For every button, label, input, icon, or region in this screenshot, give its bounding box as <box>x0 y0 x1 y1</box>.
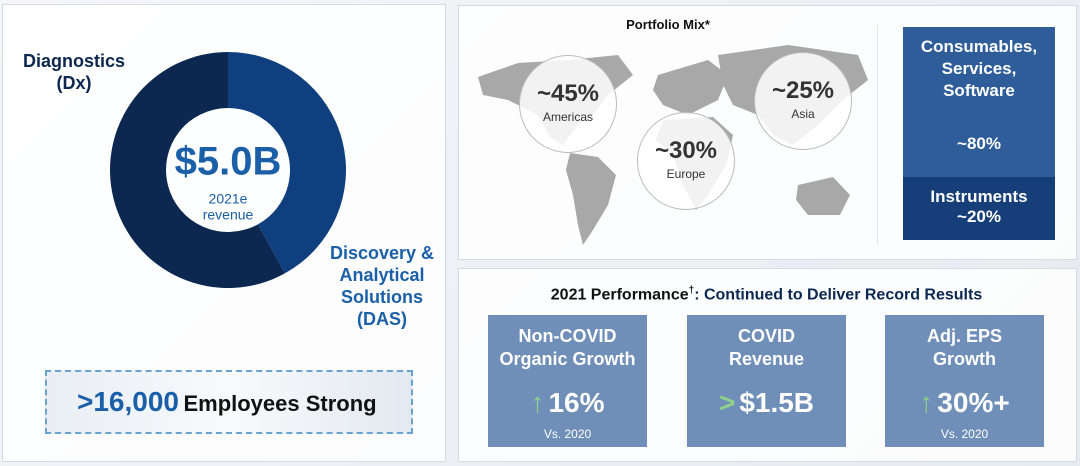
segment-label: (Dx) <box>57 73 92 93</box>
region-name: Asia <box>791 107 815 121</box>
region-share: ~25% <box>771 77 835 104</box>
card-prefix: ↑ <box>919 387 934 418</box>
donut-segment <box>109 52 285 288</box>
region-bubble: ~25% Asia <box>754 52 852 150</box>
card-value: ↑ 30%+ <box>885 387 1044 419</box>
card-title: COVID Revenue <box>687 325 846 371</box>
center-label: revenue <box>203 207 254 223</box>
card-value-text: $1.5B <box>739 387 815 418</box>
card-value: ↑ 16% <box>488 387 647 419</box>
region-bubble: ~45% Americas <box>519 55 617 153</box>
card-note: Vs. 2020 <box>940 427 989 441</box>
card-title: Adj. EPS Growth <box>885 325 1044 371</box>
portfolio-title: Portfolio Mix* <box>626 17 710 32</box>
segment-label: Discovery & <box>330 243 434 263</box>
card-title-line: Organic Growth <box>499 349 636 369</box>
card-title: Non-COVID Organic Growth <box>488 325 647 371</box>
employees: >16,000 Employees Strong <box>77 386 377 418</box>
center-value: $5.0B <box>175 140 282 184</box>
region-name: Europe <box>666 167 706 181</box>
card-value-text: 16% <box>548 387 605 418</box>
south-america <box>566 153 616 245</box>
kpi-card: Non-COVID Organic Growth ↑ 16% Vs. 2020 <box>488 315 647 447</box>
segment-label: Diagnostics <box>23 51 125 71</box>
employees-value: >16,000 <box>77 386 179 417</box>
region-share: ~45% <box>536 80 600 107</box>
title-mark: † <box>688 285 695 296</box>
australia <box>796 177 850 215</box>
product-box: Consumables, Services, Software ~80% <box>903 27 1055 177</box>
product-name: Software <box>943 81 1015 100</box>
card-prefix: ↑ <box>530 387 545 418</box>
center-label: 2021e <box>209 191 248 207</box>
donut-segment <box>228 52 346 274</box>
europe <box>653 60 728 115</box>
product-name: Instruments <box>930 187 1028 206</box>
card-value-text: 30%+ <box>937 387 1010 418</box>
kpi-card: Adj. EPS Growth ↑ 30%+ Vs. 2020 <box>885 315 1044 447</box>
card-title-line: Non-COVID <box>518 326 617 346</box>
segment-label: (DAS) <box>357 309 407 329</box>
card-title-line: Revenue <box>728 349 805 369</box>
title-text: 2021 Performance <box>550 286 689 304</box>
card-prefix: > <box>718 387 736 418</box>
kpi-card: COVID Revenue > $1.5B <box>687 315 846 447</box>
region-share: ~30% <box>654 137 718 164</box>
card-note: Vs. 2020 <box>543 427 592 441</box>
region-name: Americas <box>542 110 593 124</box>
card-value: > $1.5B <box>687 387 846 419</box>
card-title-line: Adj. EPS <box>926 326 1002 346</box>
product-box: Instruments ~20% <box>903 177 1055 240</box>
card-title-line: Growth <box>933 349 996 369</box>
card-title-line: COVID <box>737 326 795 346</box>
product-share: ~20% <box>957 207 1001 226</box>
segment-label: Analytical <box>339 265 424 285</box>
region-bubble: ~30% Europe <box>637 112 735 210</box>
employees-label: Employees Strong <box>183 391 377 416</box>
title-rest: : Continued to Deliver Record Results <box>694 286 983 304</box>
product-name: Consumables, <box>920 37 1038 56</box>
segment-label: Solutions <box>341 287 423 307</box>
performance-title: 2021 Performance†: Continued to Deliver … <box>458 285 1075 304</box>
product-name: Services, <box>941 59 1017 78</box>
employees-box: >16,000 Employees Strong <box>45 370 413 434</box>
product-share: ~80% <box>957 134 1001 153</box>
